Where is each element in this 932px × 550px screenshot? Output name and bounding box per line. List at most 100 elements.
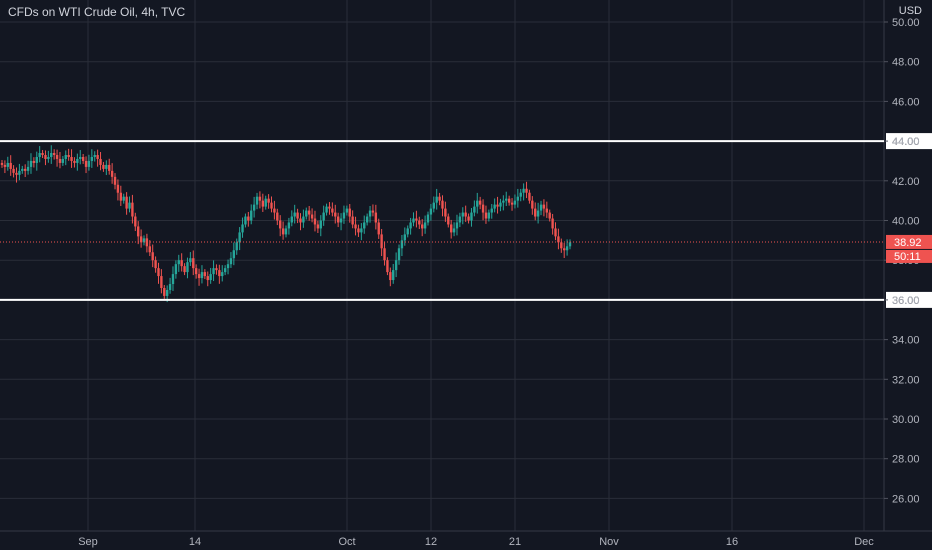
candle-body xyxy=(360,228,363,233)
candle-body xyxy=(168,284,172,290)
level-price-tag xyxy=(886,291,932,308)
candle-body xyxy=(394,260,398,271)
candle-body xyxy=(194,268,198,275)
candle xyxy=(478,196,482,210)
candle-body xyxy=(473,206,476,213)
level-price-tag xyxy=(886,133,932,150)
candle xyxy=(331,202,334,217)
candle xyxy=(339,213,343,231)
candle-body xyxy=(0,162,4,165)
candle xyxy=(423,215,427,234)
candle xyxy=(244,213,247,228)
candle-body xyxy=(44,154,47,159)
candle-body xyxy=(284,228,288,235)
candle xyxy=(218,264,221,284)
candle-body xyxy=(563,248,566,251)
candle xyxy=(99,152,102,171)
candle xyxy=(23,164,27,178)
candle-body xyxy=(26,166,30,171)
candle xyxy=(58,152,62,169)
candle xyxy=(102,161,105,172)
candle xyxy=(200,265,204,284)
candle xyxy=(490,204,493,219)
candle-body xyxy=(247,216,250,221)
candle xyxy=(29,153,33,174)
time-tick-label: Nov xyxy=(599,536,619,548)
candle-body xyxy=(365,216,369,223)
candle xyxy=(105,160,108,176)
candle-body xyxy=(73,160,76,163)
candle-body xyxy=(507,198,511,203)
candle-body xyxy=(128,202,131,209)
candle-body xyxy=(342,212,346,219)
candle xyxy=(426,211,430,226)
candle-body xyxy=(403,234,407,241)
candle xyxy=(41,150,44,158)
candle xyxy=(186,257,189,279)
candle xyxy=(12,165,15,178)
candle xyxy=(383,241,386,266)
candle-body xyxy=(223,268,227,273)
candle-body xyxy=(536,210,540,217)
candle-body xyxy=(455,222,459,229)
candle xyxy=(334,204,337,224)
candle-body xyxy=(548,212,551,219)
candle-body xyxy=(41,153,44,155)
candle-body xyxy=(276,212,279,221)
candle-body xyxy=(392,270,395,281)
candle xyxy=(302,209,305,228)
candle xyxy=(510,198,514,211)
level-price-label: 44.00 xyxy=(892,136,920,148)
candle-body xyxy=(180,260,183,267)
candle-body xyxy=(351,216,354,225)
candle-body xyxy=(218,270,221,277)
price-tick-label: 40.00 xyxy=(892,216,920,228)
candle-body xyxy=(400,240,404,249)
candle xyxy=(252,196,256,218)
candle-body xyxy=(226,264,230,269)
candle xyxy=(276,208,279,226)
price-axis-panel[interactable] xyxy=(884,0,932,531)
candle-body xyxy=(557,236,560,243)
candle-body xyxy=(264,198,267,207)
candle xyxy=(357,224,360,237)
price-tick-label: 42.00 xyxy=(892,176,920,188)
candle xyxy=(519,188,522,202)
currency-label[interactable]: USD xyxy=(898,5,922,17)
candle-body xyxy=(165,289,169,296)
candle-body xyxy=(61,158,65,163)
candle xyxy=(313,210,317,232)
candle xyxy=(206,271,209,287)
candle-body xyxy=(116,184,120,193)
candle-body xyxy=(319,220,322,229)
candle-body xyxy=(357,228,360,233)
chart-title: CFDs on WTI Crude Oil, 4h, TVC xyxy=(8,5,186,19)
bar-countdown-label: 50:11 xyxy=(894,251,921,263)
candle-body xyxy=(197,274,201,279)
price-tick-label: 34.00 xyxy=(892,335,920,347)
candle xyxy=(461,207,464,225)
candle xyxy=(307,206,311,221)
candle xyxy=(484,205,488,224)
candle-body xyxy=(151,252,154,261)
candle xyxy=(415,210,418,228)
candle-body xyxy=(58,158,62,163)
candle xyxy=(458,212,462,228)
candle-body xyxy=(163,287,166,296)
candle xyxy=(464,205,467,222)
candle xyxy=(137,221,140,245)
candle xyxy=(157,262,160,284)
candle-body xyxy=(93,154,96,157)
candle xyxy=(64,150,67,166)
candle-body xyxy=(125,196,128,209)
time-axis-panel[interactable] xyxy=(0,531,932,550)
candle xyxy=(177,254,180,272)
candle xyxy=(229,252,233,268)
candle-body xyxy=(79,156,82,159)
candle xyxy=(81,154,85,164)
candle xyxy=(467,213,470,224)
candle xyxy=(223,265,227,276)
candle xyxy=(397,244,401,265)
candle-body xyxy=(542,204,546,209)
